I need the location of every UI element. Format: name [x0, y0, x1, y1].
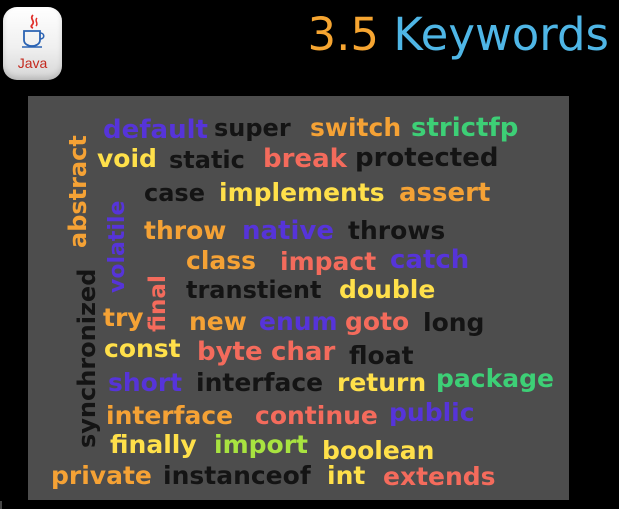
keyword-throw: throw [144, 216, 227, 245]
keyword-void: void [97, 144, 157, 173]
keyword-boolean: boolean [322, 436, 435, 465]
keyword-float: float [349, 341, 414, 370]
keyword-import: import [214, 430, 308, 459]
keyword-continue: continue [255, 401, 378, 430]
keyword-finally: finally [110, 430, 197, 459]
keyword-public: public [389, 398, 475, 427]
keyword-protected: protected [355, 143, 499, 173]
java-cup-icon [22, 14, 45, 48]
keyword-static: static [169, 146, 245, 174]
keyword-long: long [423, 308, 485, 337]
keyword-interface: interface [196, 368, 324, 397]
keyword-extends: extends [383, 462, 496, 491]
keyword-synchronized: synchronized [73, 268, 101, 448]
keyword-super: super [214, 114, 291, 142]
keyword-enum: enum [259, 307, 338, 336]
java-logo: Java [3, 7, 62, 80]
keyword-int: int [327, 461, 366, 490]
keyword-interface-2: interface [106, 401, 234, 430]
keyword-case: case [144, 179, 205, 207]
keyword-const: const [104, 334, 181, 363]
title-text: Keywords [393, 8, 609, 61]
keyword-byte: byte [197, 337, 263, 367]
keyword-package: package [436, 364, 554, 393]
keyword-break: break [263, 144, 347, 174]
keyword-try: try [103, 303, 144, 332]
keyword-private: private [51, 461, 152, 490]
keyword-transtient: transtient [186, 276, 322, 304]
keyword-volatile: volatile [105, 200, 130, 293]
keyword-new: new [189, 307, 247, 336]
keyword-char: char [271, 337, 336, 367]
title-number: 3.5 [307, 8, 380, 61]
keyword-final: final [145, 275, 171, 332]
keyword-abstract: abstract [64, 135, 92, 248]
keyword-catch: catch [390, 245, 470, 275]
keyword-native: native [242, 216, 334, 246]
keyword-class: class [186, 246, 257, 275]
keyword-impact: impact [280, 247, 377, 276]
keyword-return: return [337, 368, 427, 397]
edge-marker [0, 501, 8, 509]
keyword-cloud: default super switch strictfp void stati… [28, 96, 569, 500]
keyword-double: double [339, 275, 436, 304]
keyword-strictfp: strictfp [411, 113, 519, 143]
java-logo-label: Java [17, 55, 48, 71]
keyword-implements: implements [219, 178, 385, 207]
keyword-switch: switch [310, 113, 402, 142]
page-title: 3.5 Keywords [307, 5, 609, 65]
keyword-short: short [108, 368, 183, 397]
keyword-instanceof: instanceof [163, 461, 311, 490]
keyword-default: default [103, 115, 208, 145]
keyword-goto: goto [345, 307, 410, 336]
keyword-assert: assert [399, 178, 491, 208]
keyword-throws: throws [348, 216, 446, 245]
